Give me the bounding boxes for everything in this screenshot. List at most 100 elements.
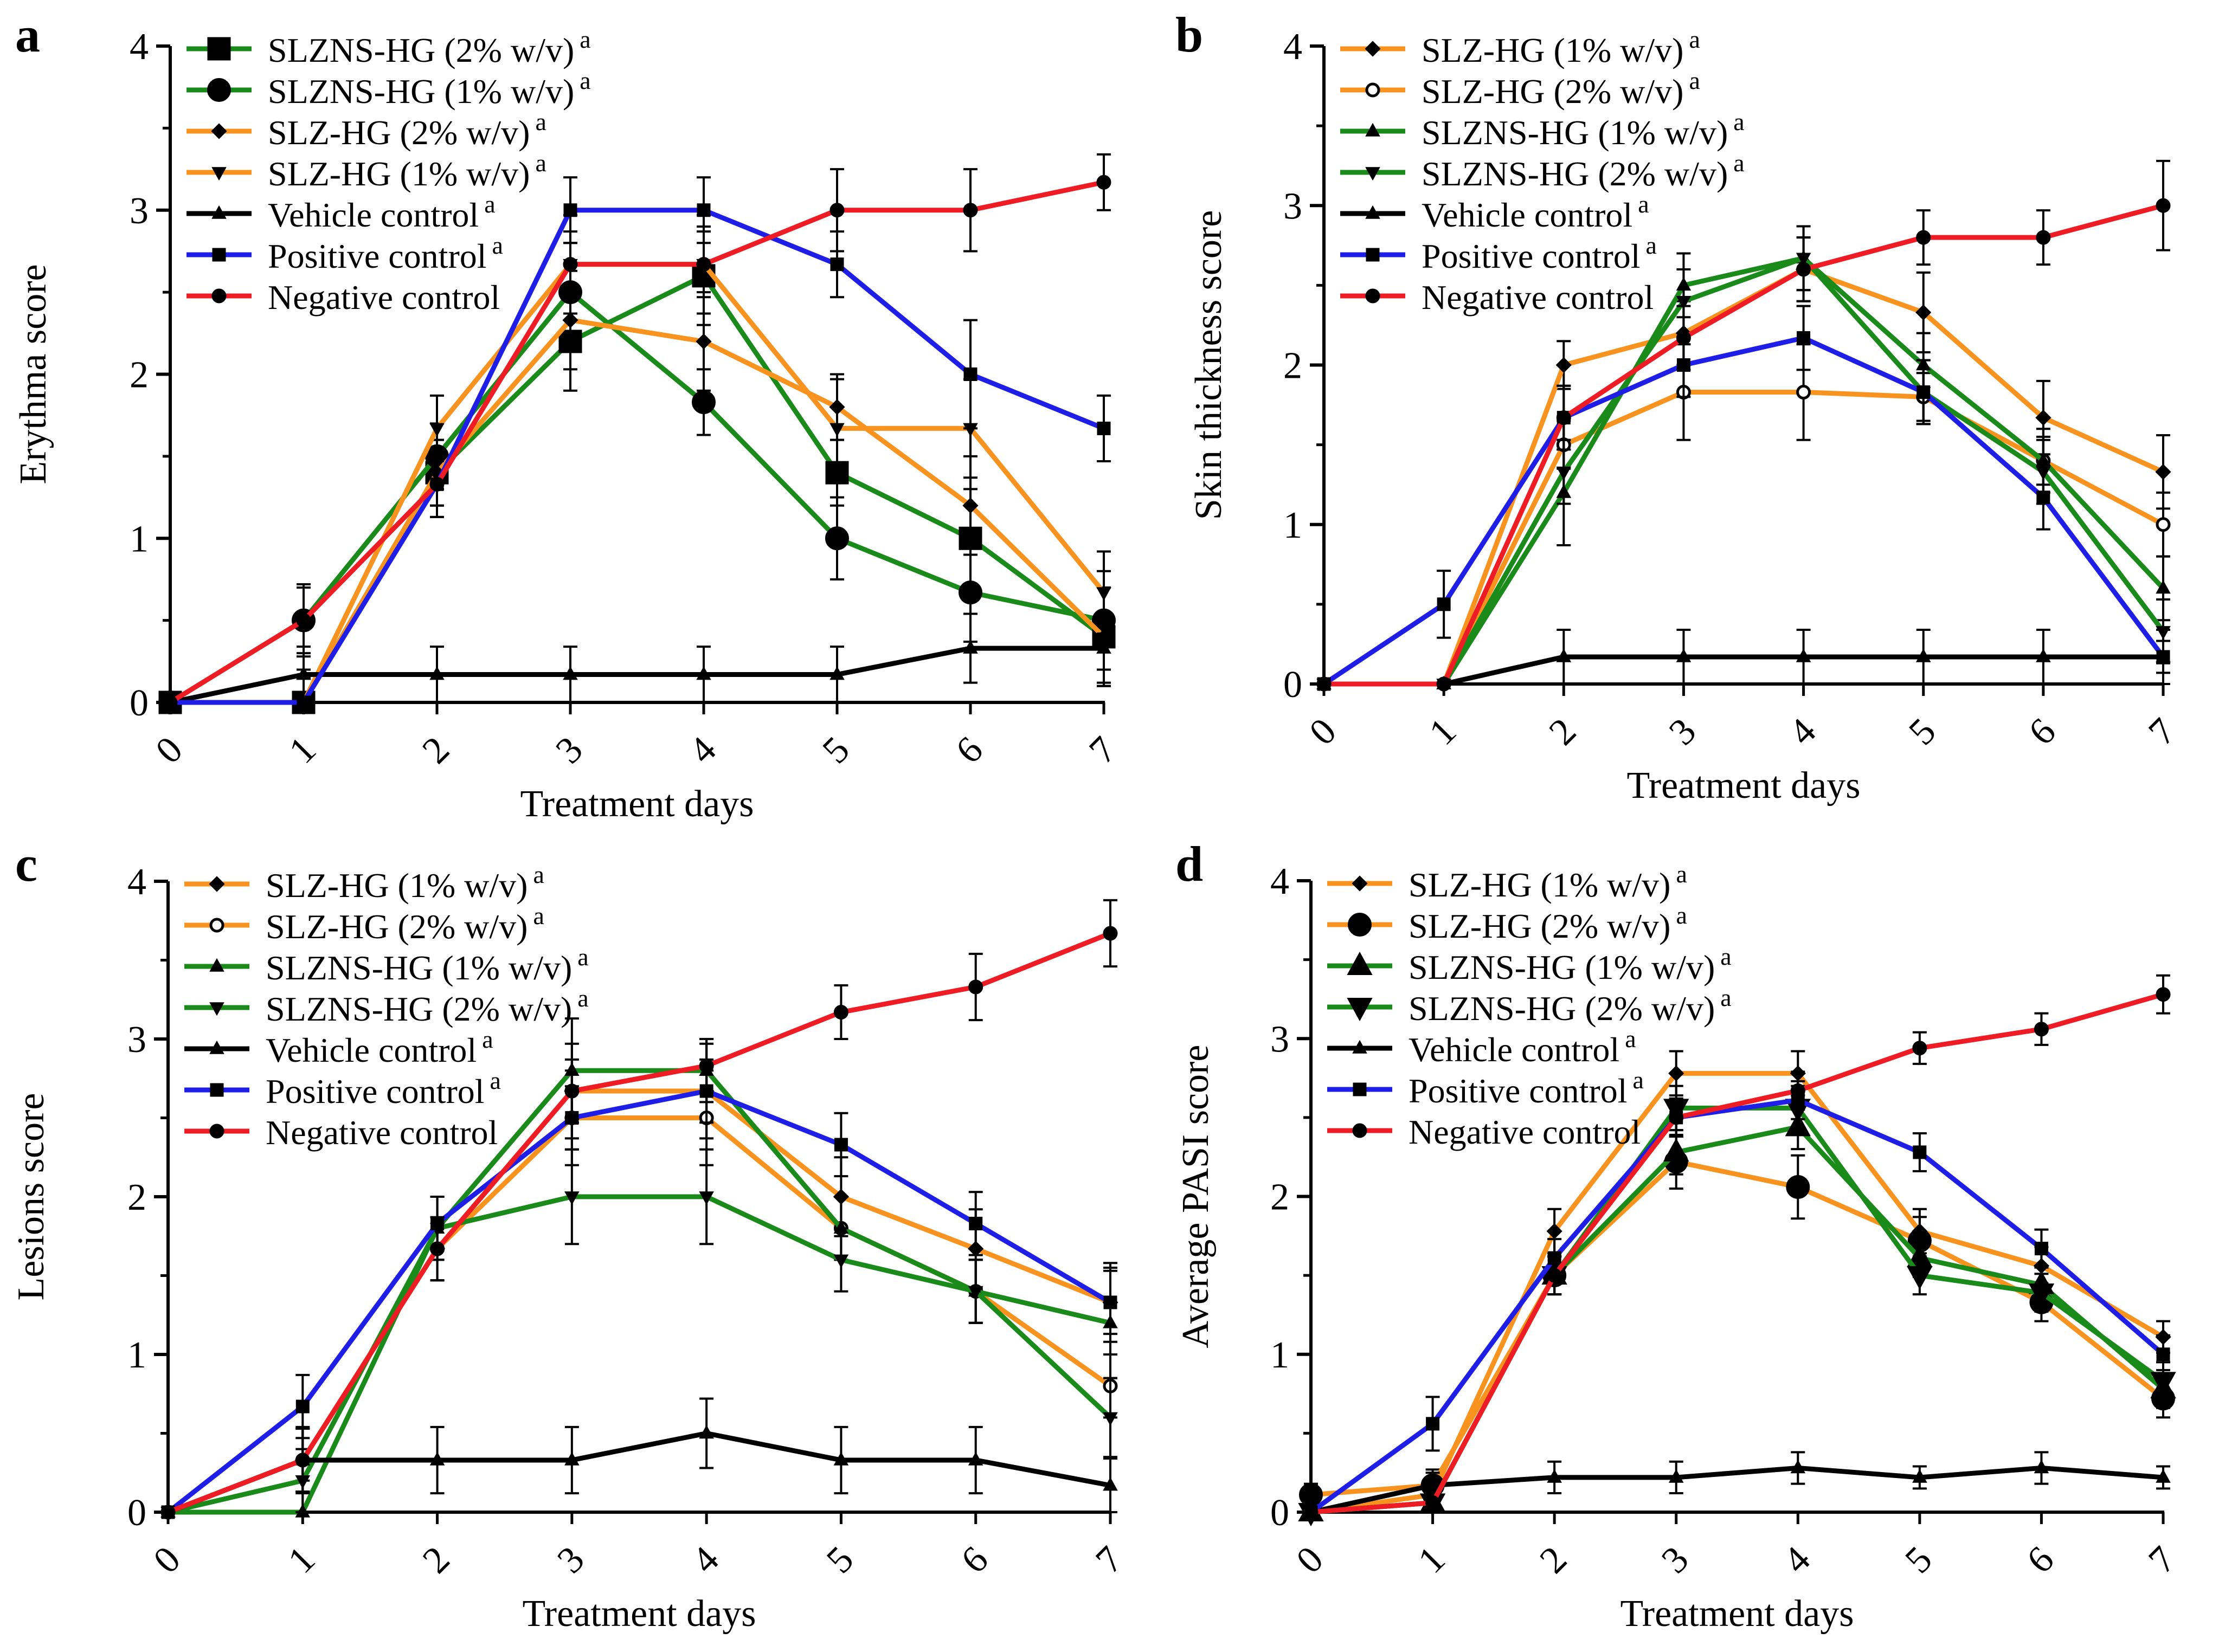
y-tick-label: 4 <box>130 26 149 68</box>
y-tick-label: 1 <box>1270 1334 1289 1376</box>
data-point <box>1555 357 1572 373</box>
data-point <box>968 979 983 995</box>
legend-superscript: a <box>533 902 544 930</box>
legend-marker <box>1365 122 1380 137</box>
legend-label: SLZ-HG (2% w/v) a <box>268 108 546 152</box>
legend-marker <box>1365 205 1380 219</box>
y-tick-label: 1 <box>1283 505 1302 546</box>
legend-label: SLZ-HG (2% w/v) a <box>1422 67 1700 111</box>
series-line <box>168 1068 1111 1515</box>
series-line <box>1310 992 2164 1515</box>
legend-label: SLZNS-HG (2% w/v) a <box>1422 149 1745 193</box>
data-point <box>1556 648 1572 662</box>
series-line <box>1324 654 2163 687</box>
legend-item: SLZNS-HG (1% w/v) a <box>184 943 589 987</box>
panel-letter: b <box>1175 7 1203 62</box>
series <box>160 899 1118 1520</box>
legend-label: Negative control <box>266 1113 498 1152</box>
data-point <box>563 257 578 272</box>
legend-superscript: a <box>482 1025 493 1053</box>
legend-marker <box>209 958 224 972</box>
legend-superscript: a <box>1689 67 1700 94</box>
y-axis-label: Erythma score <box>12 264 54 484</box>
y-tick-label: 2 <box>1283 345 1302 387</box>
legend-superscript: a <box>1733 149 1744 177</box>
legend-marker <box>209 876 225 892</box>
legend-marker <box>1347 951 1373 975</box>
series-line <box>1322 335 2165 686</box>
x-axis-label: Treatment days <box>1627 765 1861 806</box>
data-point <box>564 1451 580 1466</box>
data-point <box>1103 926 1118 941</box>
y-tick-label: 0 <box>130 682 149 724</box>
legend-marker <box>207 37 231 61</box>
legend-item: SLZ-HG (2% w/v) a <box>184 902 544 946</box>
legend-item: SLZNS-HG (1% w/v) a <box>1340 108 1745 152</box>
legend-label: Negative control <box>1409 1113 1641 1151</box>
data-point <box>833 1254 849 1268</box>
y-tick-label: 3 <box>1270 1018 1289 1060</box>
legend-marker <box>207 78 231 102</box>
data-point <box>1425 1477 1440 1491</box>
data-point <box>297 695 311 709</box>
data-point <box>829 423 845 437</box>
data-point <box>2034 1460 2049 1474</box>
legend-label: Vehicle control a <box>268 190 496 234</box>
y-tick-label: 4 <box>1270 861 1289 902</box>
data-point <box>696 666 711 680</box>
legend-marker <box>212 248 226 262</box>
data-point <box>1547 1469 1562 1483</box>
legend-marker <box>209 918 224 933</box>
legend-superscript: a <box>484 190 495 218</box>
data-point <box>2035 409 2052 426</box>
series <box>163 153 1111 710</box>
y-tick-label: 1 <box>130 518 149 560</box>
panel-letter: d <box>1175 836 1203 892</box>
legend-superscript: a <box>1733 108 1744 135</box>
data-point <box>969 1216 983 1230</box>
legend-label: SLZNS-HG (1% w/v) a <box>266 943 589 987</box>
legend-label: SLZ-HG (1% w/v) a <box>266 861 544 905</box>
y-tick-label: 3 <box>127 1019 146 1061</box>
series <box>161 1058 1117 1519</box>
data-point <box>699 1191 714 1205</box>
data-point <box>1913 1145 1927 1159</box>
data-point <box>1915 648 1931 662</box>
legend-item: SLZNS-HG (1% w/v) a <box>186 67 591 111</box>
y-tick-label: 0 <box>1270 1492 1289 1534</box>
series <box>160 1397 1118 1518</box>
series-line <box>1324 203 2164 687</box>
legend-marker <box>210 1083 224 1097</box>
data-point <box>1916 230 1931 245</box>
series <box>1316 628 2171 689</box>
data-point <box>1668 1065 1684 1081</box>
data-point <box>963 203 978 218</box>
legend-superscript: a <box>1720 984 1731 1011</box>
y-axis-label: Lesions score <box>10 1093 52 1301</box>
series-line <box>166 1088 1112 1514</box>
legend-item: Vehicle control a <box>186 190 496 234</box>
legend-item: SLZ-HG (1% w/v) a <box>186 149 546 193</box>
y-axis-label: Skin thickness score <box>1188 210 1230 520</box>
legend-item: Negative control <box>184 1113 498 1152</box>
data-point <box>968 1286 983 1300</box>
data-point <box>562 312 578 328</box>
data-point <box>833 1005 848 1020</box>
data-point <box>1796 385 1811 400</box>
legend-label: Positive control a <box>1422 231 1657 275</box>
data-point <box>2156 198 2171 213</box>
data-point <box>699 1425 714 1439</box>
data-point <box>2156 1469 2171 1483</box>
legend-item: SLZNS-HG (2% w/v) a <box>1340 149 1745 193</box>
data-point <box>1097 421 1111 435</box>
data-point <box>1676 330 1691 345</box>
legend-superscript: a <box>1689 25 1700 53</box>
data-point <box>1437 597 1451 611</box>
